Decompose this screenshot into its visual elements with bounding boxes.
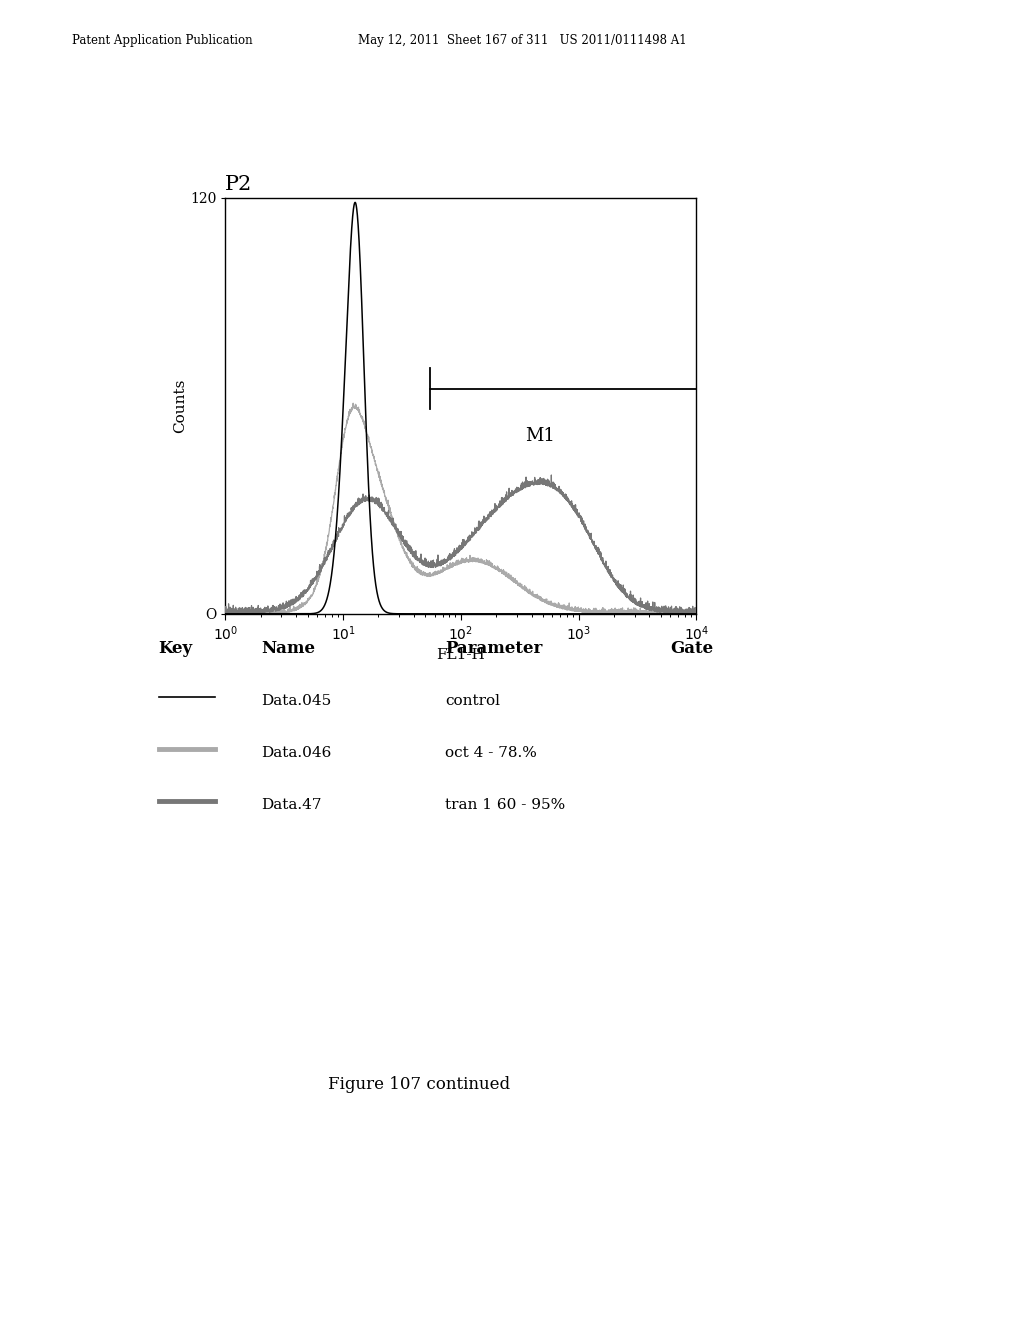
Text: Patent Application Publication: Patent Application Publication <box>72 33 252 46</box>
Text: control: control <box>445 694 501 708</box>
Text: Data.47: Data.47 <box>261 797 322 812</box>
Text: M1: M1 <box>525 426 555 445</box>
Text: Gate: Gate <box>671 640 714 657</box>
Y-axis label: Counts: Counts <box>173 379 187 433</box>
Text: oct 4 - 78.%: oct 4 - 78.% <box>445 746 538 760</box>
Text: Data.046: Data.046 <box>261 746 332 760</box>
X-axis label: FL1-H: FL1-H <box>436 648 485 663</box>
Text: Figure 107 continued: Figure 107 continued <box>328 1076 510 1093</box>
Text: P2: P2 <box>225 174 253 194</box>
Text: Data.045: Data.045 <box>261 694 332 708</box>
Text: tran 1 60 - 95%: tran 1 60 - 95% <box>445 797 565 812</box>
Text: Key: Key <box>159 640 193 657</box>
Text: May 12, 2011  Sheet 167 of 311   US 2011/0111498 A1: May 12, 2011 Sheet 167 of 311 US 2011/01… <box>358 33 687 46</box>
Text: Parameter: Parameter <box>445 640 543 657</box>
Text: Name: Name <box>261 640 315 657</box>
